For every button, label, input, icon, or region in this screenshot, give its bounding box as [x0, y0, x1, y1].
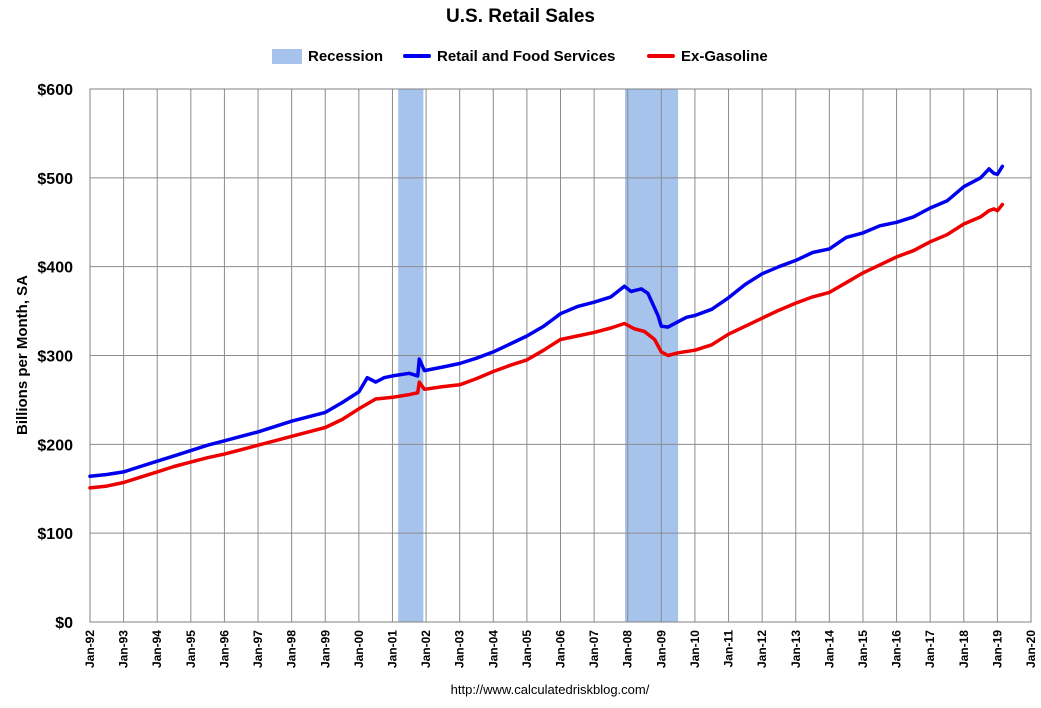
series-lines: [88, 164, 1005, 490]
legend-label-recession: Recession: [308, 47, 384, 65]
y-tick-label: $300: [37, 349, 73, 366]
x-tick-label: Jan-07: [587, 630, 601, 668]
chart-title: U.S. Retail Sales: [446, 6, 595, 27]
x-tick-label: Jan-06: [554, 630, 568, 668]
y-tick-label: $100: [37, 526, 73, 543]
x-tick-label: Jan-98: [285, 630, 299, 668]
x-tick-label: Jan-05: [520, 630, 534, 668]
x-tick-label: Jan-03: [453, 630, 467, 668]
legend-item-recession: Recession: [272, 46, 383, 66]
series-line-retail-and-food-services: [88, 164, 1005, 479]
x-axis-tick-labels: Jan-92 Jan-93 Jan-94 Jan-95 Jan-96 Jan-97 Jan-…: [83, 630, 1038, 668]
series-line-ex-gasoline: [88, 202, 1005, 490]
legend: Recession Retail and Food Services Ex-Ga…: [0, 46, 1041, 66]
x-tick-label: Jan-10: [688, 630, 702, 668]
x-tick-label: Jan-96: [217, 630, 231, 668]
x-tick-label: Jan-01: [385, 630, 399, 668]
x-tick-label: Jan-04: [486, 630, 500, 668]
legend-item-ex-gasoline: Ex-Gasoline: [647, 46, 768, 66]
y-axis-tick-labels: $0 $100 $200 $300 $400 $500 $600: [37, 82, 73, 632]
x-tick-label: Jan-99: [318, 630, 332, 668]
y-tick-label: $200: [37, 437, 73, 454]
x-tick-label: Jan-92: [83, 630, 97, 668]
legend-label-ex-gasoline: Ex-Gasoline: [681, 47, 768, 65]
legend-item-retail: Retail and Food Services: [403, 46, 615, 66]
x-tick-label: Jan-12: [755, 630, 769, 668]
x-tick-label: Jan-02: [419, 630, 433, 668]
y-tick-label: $400: [37, 260, 73, 277]
x-tick-label: Jan-17: [923, 630, 937, 668]
x-tick-label: Jan-16: [890, 630, 904, 668]
y-axis-label: Billions per Month, SA: [14, 275, 31, 435]
x-tick-label: Jan-08: [621, 630, 635, 668]
y-tick-label: $600: [37, 82, 73, 99]
gridlines: [89, 88, 1032, 623]
legend-swatch-ex-gasoline: [647, 54, 675, 58]
x-tick-label: Jan-97: [251, 630, 265, 668]
legend-swatch-retail: [403, 54, 431, 58]
x-tick-label: Jan-18: [957, 630, 971, 668]
legend-label-retail: Retail and Food Services: [437, 47, 616, 65]
x-tick-label: Jan-15: [856, 630, 870, 668]
y-tick-label: $0: [55, 615, 73, 632]
x-tick-label: Jan-09: [654, 630, 668, 668]
source-url: http://www.calculatedriskblog.com/: [450, 682, 650, 697]
plot-area-frame: [89, 88, 1032, 623]
x-tick-label: Jan-19: [990, 630, 1004, 668]
x-tick-label: Jan-14: [822, 630, 836, 668]
y-tick-label: $500: [37, 171, 73, 188]
x-tick-label: Jan-93: [117, 630, 131, 668]
x-tick-label: Jan-20: [1024, 630, 1038, 668]
x-tick-label: Jan-95: [184, 630, 198, 668]
x-tick-label: Jan-00: [352, 630, 366, 668]
x-tick-label: Jan-94: [150, 630, 164, 668]
legend-swatch-recession: [272, 48, 302, 64]
x-tick-label: Jan-11: [722, 630, 736, 668]
x-tick-label: Jan-13: [789, 630, 803, 668]
